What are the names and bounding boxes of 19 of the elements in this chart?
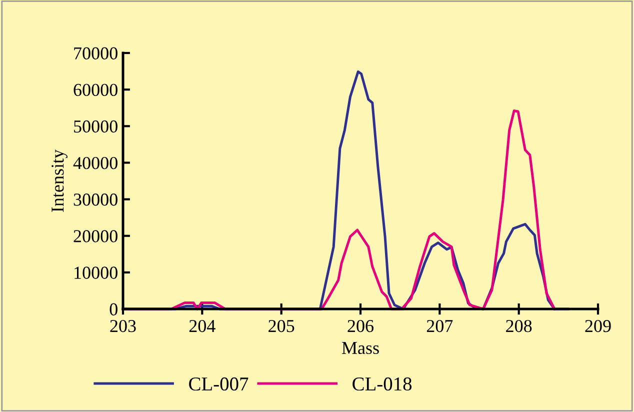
legend-label: CL-007 [189, 377, 248, 391]
y-axis-title: Intensity [52, 149, 68, 212]
x-tick-label: 209 [585, 320, 611, 332]
y-tick-label: 50000 [74, 120, 118, 133]
y-tick-label: 20000 [74, 230, 118, 242]
y-tick-label: 0 [110, 303, 118, 316]
x-tick-label: 207 [426, 320, 453, 332]
x-axis-title: Mass [342, 342, 379, 354]
y-tick-label: 60000 [74, 84, 118, 96]
x-tick-label: 203 [110, 320, 136, 332]
y-tick-label: 70000 [74, 47, 118, 60]
x-tick-label: 205 [268, 320, 294, 332]
x-tick-label: 206 [348, 320, 374, 332]
x-tick-label: 208 [506, 320, 532, 332]
y-tick-label: 40000 [73, 156, 118, 170]
legend-label: CL-018 [352, 377, 412, 391]
x-tick-label: 204 [189, 320, 216, 332]
y-tick-label: 30000 [74, 194, 118, 206]
y-tick-label: 10000 [74, 266, 118, 279]
